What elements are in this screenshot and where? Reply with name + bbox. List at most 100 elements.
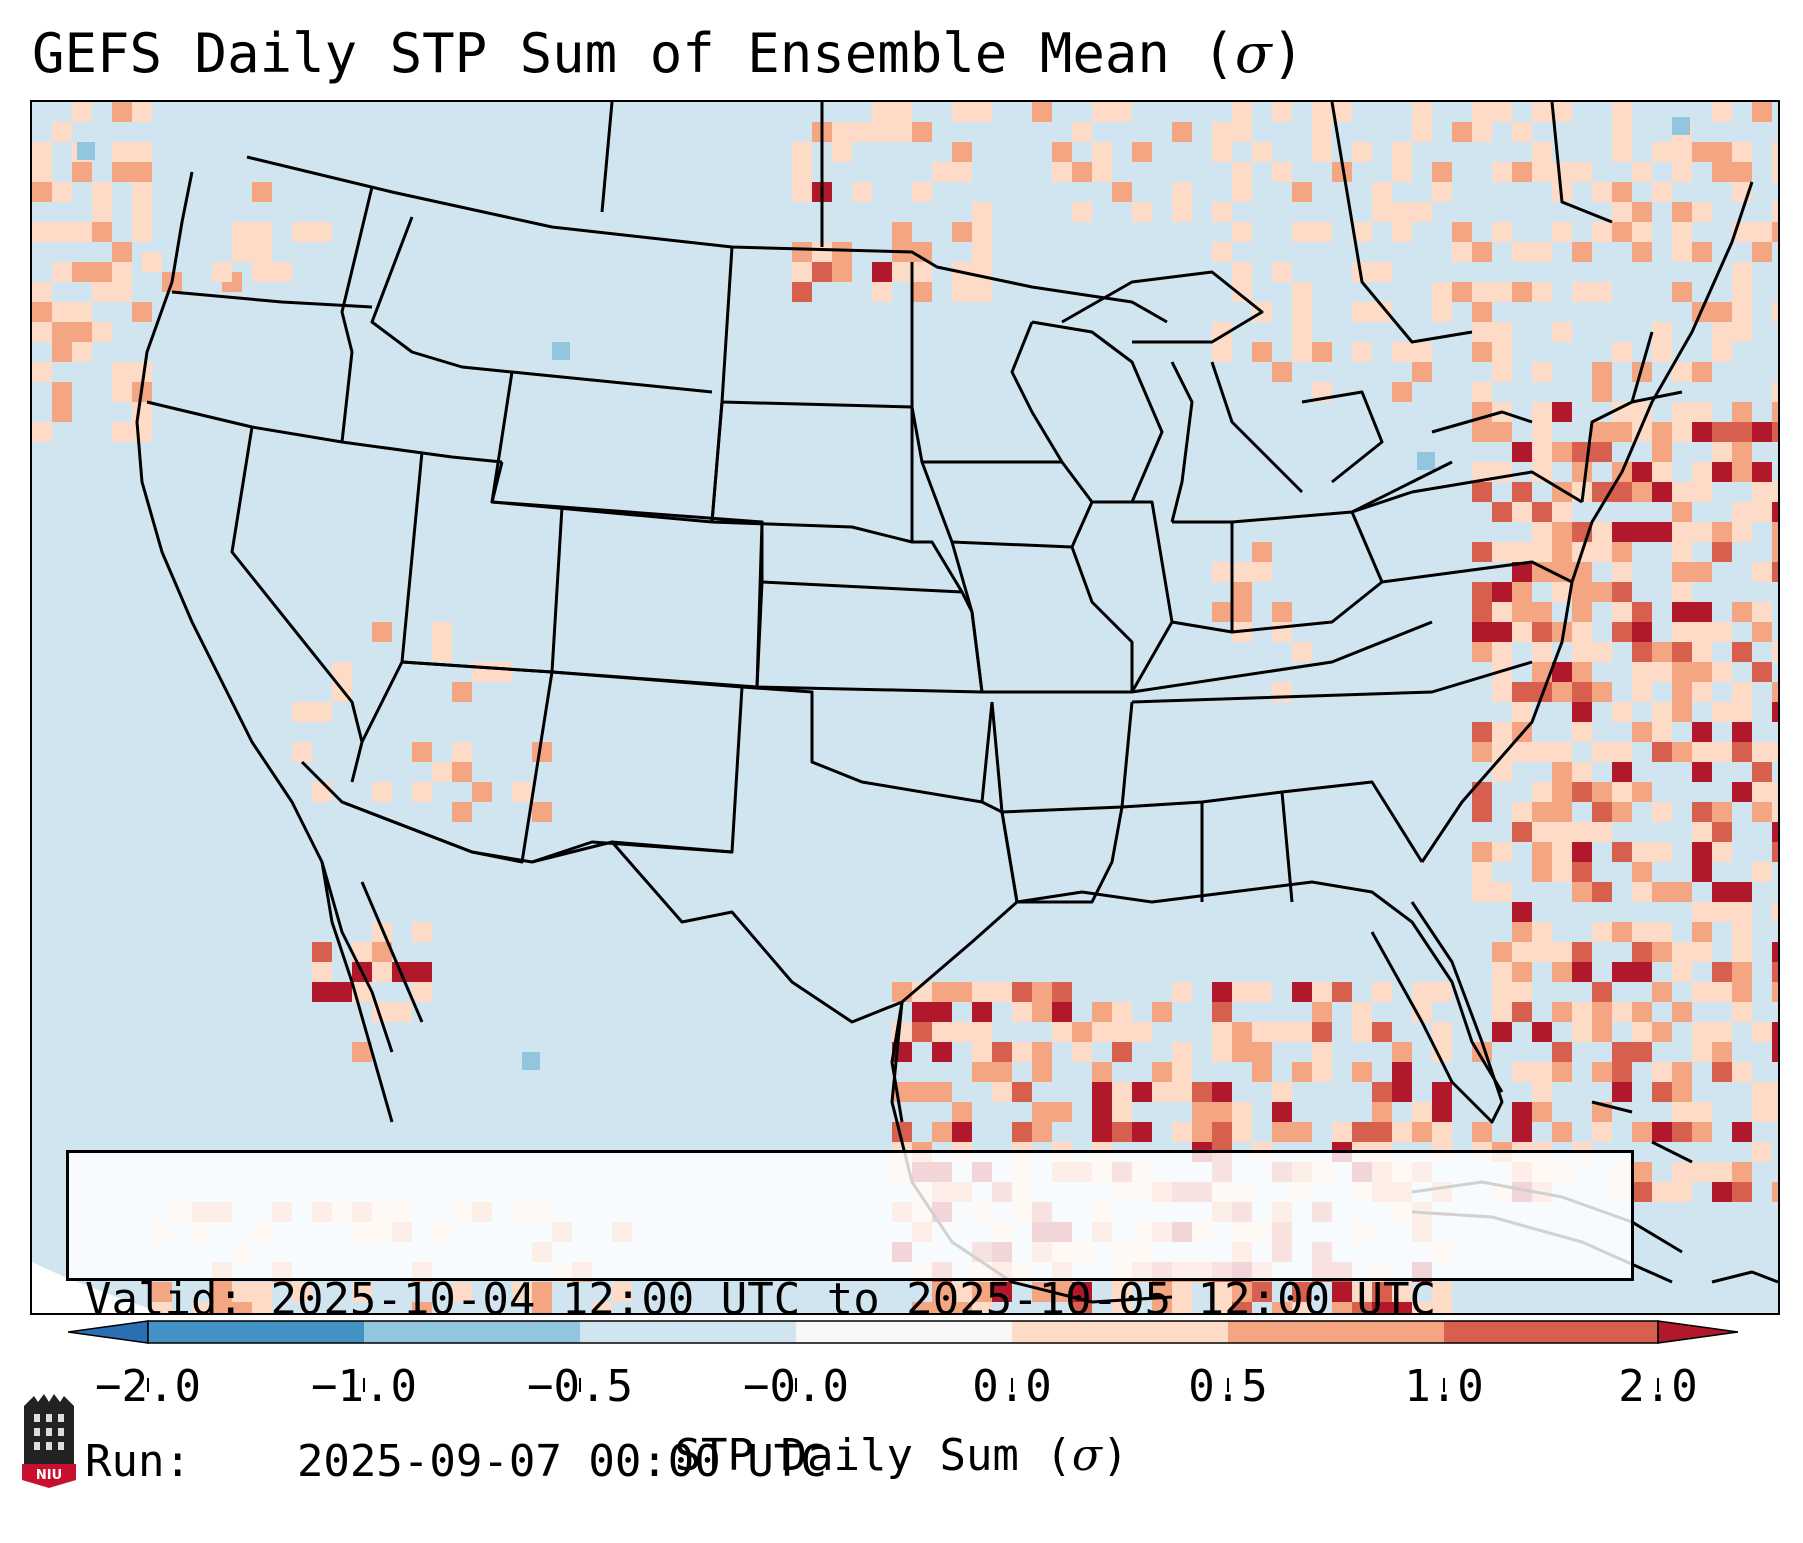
stp-cell [1632,842,1652,862]
stp-cell [1492,282,1512,302]
stp-cell [52,302,72,322]
stp-cell [1672,202,1692,222]
stp-cell [1672,282,1692,302]
stp-cell [1632,522,1652,542]
stp-cell [1492,842,1512,862]
baja [320,861,424,1053]
stp-cell [1132,1022,1152,1042]
stp-cell [1732,422,1752,442]
stp-cell [532,802,552,822]
stp-cell [1612,562,1632,582]
stp-cell [1672,522,1692,542]
tick-label-5: 0.0 [972,1361,1052,1412]
stp-cell [1772,402,1778,422]
stp-cell [1012,1002,1032,1022]
stp-cell [1592,542,1612,562]
stp-cell [1732,462,1752,482]
stp-cell [1532,402,1552,422]
stp-cell [1752,502,1772,522]
stp-cell [1712,702,1732,722]
stp-cell [1772,522,1778,542]
stp-cell [1592,822,1612,842]
stp-cell [1532,362,1552,382]
stp-cell [1652,802,1672,822]
stp-cell [912,1022,932,1042]
stp-cell [1192,1122,1212,1142]
valid-row: Valid: 2025-10-04 12:00 UTC to 2025-10-0… [85,1273,1615,1327]
stp-cell [1352,1302,1372,1313]
stp-cell [112,262,132,282]
stp-cell [612,1282,632,1302]
stp-cell [1412,102,1432,122]
stp-cell [1692,642,1712,662]
run-row: Run: 2025-09-07 00:00 UTC [85,1435,1615,1489]
stp-cell [1032,1122,1052,1142]
sd-border [710,401,914,544]
stp-cell [1572,722,1592,742]
stp-cell [1672,402,1692,422]
stp-cell [1732,902,1752,922]
stp-cell [1492,602,1512,622]
stp-cell [1672,942,1692,962]
stp-cell [1752,802,1772,822]
stp-cell [1272,1082,1292,1102]
stp-cell [1592,782,1612,802]
colorbar-ticks [147,1378,1659,1392]
stp-cell [1672,1002,1692,1022]
stp-cell [1732,302,1752,322]
stp-cell [1752,762,1772,782]
stp-cell [1252,1282,1272,1302]
stp-cell [1112,1022,1132,1042]
stp-cell [1532,922,1552,942]
stp-cell [1752,222,1772,242]
stp-cell [1232,122,1252,142]
stp-cell [1112,1282,1132,1302]
stp-cell [132,402,152,422]
stp-cell [872,282,892,302]
stp-cell [1672,702,1692,722]
stp-cell [1732,262,1752,282]
stp-cell [1712,742,1732,762]
stp-cell [1552,1062,1572,1082]
stp-cell [1612,102,1632,122]
new-england [1580,331,1683,503]
stp-cell [1752,1082,1772,1102]
stp-cell [1212,982,1232,1002]
stp-cell [1392,222,1412,242]
stp-cell [1512,922,1532,942]
stp-cell [1352,302,1372,322]
stp-cell [912,182,932,202]
stp-cell [1572,782,1592,802]
stp-cell [972,1022,992,1042]
stp-cell [292,742,312,762]
stp-cell [1592,982,1612,1002]
stp-cell [412,782,432,802]
stp-cell [1712,1042,1732,1062]
stp-cell [432,622,452,642]
stp-cell [1672,962,1692,982]
stp-cell [1092,1002,1112,1022]
valid-run-box: Valid: 2025-10-04 12:00 UTC to 2025-10-0… [66,1150,1634,1487]
stp-cell [952,162,972,182]
stp-cell [1692,1162,1712,1182]
stp-cell [1632,202,1652,222]
stp-cell [1612,962,1632,982]
stp-cell [1492,362,1512,382]
stp-cell [52,222,72,242]
stp-cell [52,182,72,202]
stp-cell [1512,442,1532,462]
stp-cell [1172,982,1192,1002]
stp-cell [1732,1182,1752,1202]
stp-cell [1352,262,1372,282]
title-close: ) [1271,22,1305,85]
stp-cell [52,382,72,402]
stp-cell [1332,102,1352,122]
stp-cell [1312,222,1332,242]
stp-cell [1572,942,1592,962]
stp-cell [892,122,912,142]
stp-cell [1232,162,1252,182]
stp-cell [992,1062,1012,1082]
stp-cell [1712,102,1732,122]
stp-cell [1772,642,1778,662]
stp-cell [1432,182,1452,202]
